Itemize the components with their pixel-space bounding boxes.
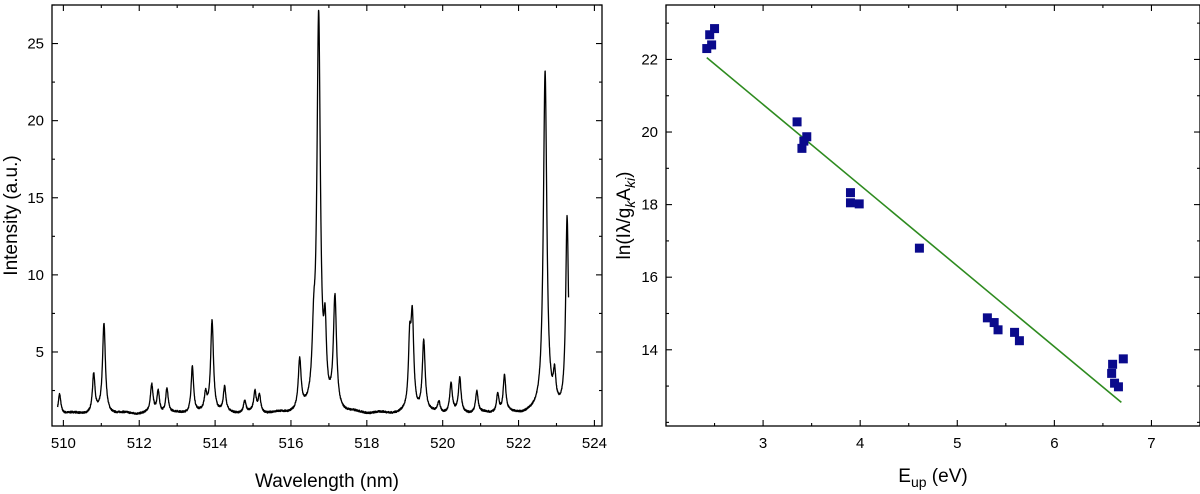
data-point	[914, 243, 924, 253]
data-point	[802, 132, 812, 142]
boltzmann-x-tick-label: 4	[856, 435, 864, 452]
spectrum-x-tick-label: 512	[127, 435, 152, 452]
spectrum-y-tick-label: 15	[27, 190, 44, 207]
data-point	[1014, 336, 1024, 346]
data-point	[854, 199, 864, 209]
boltzmann-ticks: 3 4 5 6 7 14 16 18 20 22	[641, 5, 1200, 452]
data-point	[792, 117, 802, 127]
data-point	[705, 30, 715, 40]
data-point	[989, 318, 999, 328]
spectrum-y-axis-title: Intensity (a.u.)	[1, 155, 22, 275]
data-point	[993, 325, 1003, 335]
data-point	[1113, 382, 1123, 392]
spectrum-x-tick-label: 524	[582, 435, 607, 452]
data-point	[710, 24, 720, 34]
boltzmann-y-tick-label: 22	[641, 51, 658, 68]
data-point	[982, 313, 992, 323]
x-title-unit: (eV)	[927, 466, 968, 487]
spectrum-x-tick-label: 518	[354, 435, 379, 452]
boltzmann-x-tick-label: 6	[1050, 435, 1058, 452]
data-point	[845, 198, 855, 208]
boltzmann-y-tick-label: 20	[641, 124, 658, 141]
spectrum-y-tick-label: 25	[27, 36, 44, 53]
boltzmann-x-tick-label: 7	[1147, 435, 1155, 452]
boltzmann-x-tick-label: 3	[759, 435, 767, 452]
data-point	[1010, 327, 1020, 337]
data-point	[845, 188, 855, 198]
data-point	[797, 143, 807, 153]
data-point	[707, 40, 717, 50]
data-point	[1107, 368, 1117, 378]
y-title-part: ln(Iλ/g	[614, 208, 635, 260]
y-title-part: )	[614, 172, 635, 178]
spectrum-x-tick-label: 520	[430, 435, 455, 452]
data-point	[702, 44, 712, 54]
y-title-sub-k: k	[622, 200, 638, 208]
x-title-subscript: up	[911, 474, 927, 490]
spectrum-x-tick-label: 510	[51, 435, 76, 452]
data-points	[702, 24, 1128, 392]
x-title-main: E	[898, 466, 911, 487]
boltzmann-x-axis-title: Eup (eV)	[898, 466, 967, 490]
boltzmann-plot-chart: 3 4 5 6 7 14 16 18 20 22 Eup (eV) ln(Iλ/gkAki)	[614, 4, 1200, 490]
boltzmann-x-tick-label: 5	[953, 435, 961, 452]
boltzmann-y-axis-title: ln(Iλ/gkAki)	[614, 172, 638, 260]
spectrum-x-tick-label: 516	[278, 435, 303, 452]
spectrum-x-tick-label: 514	[203, 435, 228, 452]
spectrum-x-tick-label: 522	[506, 435, 531, 452]
spectrum-line	[57, 9, 570, 415]
spectrum-x-axis-title: Wavelength (nm)	[255, 471, 399, 492]
boltzmann-y-tick-label: 18	[641, 197, 658, 214]
y-title-sub-ki: ki	[622, 177, 638, 188]
data-point	[1118, 354, 1128, 364]
spectrum-y-tick-label: 20	[27, 113, 44, 130]
y-title-part: A	[614, 188, 635, 201]
linear-fit-line	[706, 57, 1122, 404]
spectrum-plot-frame	[51, 4, 603, 427]
data-point	[1108, 359, 1118, 369]
boltzmann-y-tick-label: 16	[641, 269, 658, 286]
boltzmann-y-tick-label: 14	[641, 342, 658, 359]
spectrum-y-tick-label: 5	[36, 344, 44, 361]
spectrum-y-tick-label: 10	[27, 267, 44, 284]
boltzmann-plot-frame	[665, 4, 1200, 427]
